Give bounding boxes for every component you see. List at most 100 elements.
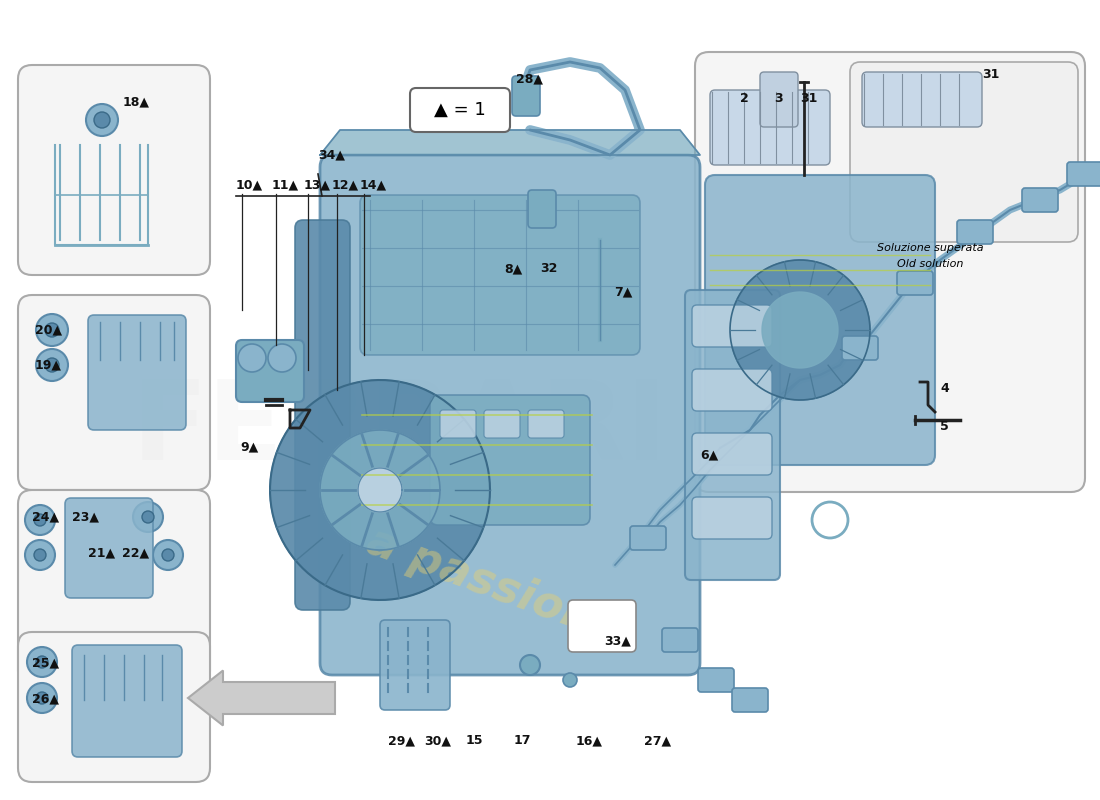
FancyBboxPatch shape (692, 497, 772, 539)
FancyBboxPatch shape (850, 62, 1078, 242)
FancyBboxPatch shape (698, 668, 734, 692)
FancyBboxPatch shape (842, 336, 878, 360)
Circle shape (133, 502, 163, 532)
FancyBboxPatch shape (65, 498, 153, 598)
FancyBboxPatch shape (692, 305, 772, 347)
Circle shape (162, 549, 174, 561)
FancyBboxPatch shape (512, 76, 540, 116)
Circle shape (520, 655, 540, 675)
FancyBboxPatch shape (732, 688, 768, 712)
Text: 17: 17 (514, 734, 531, 747)
FancyBboxPatch shape (88, 315, 186, 430)
FancyBboxPatch shape (18, 490, 210, 685)
Text: 31: 31 (982, 68, 1000, 81)
FancyBboxPatch shape (568, 600, 636, 652)
FancyBboxPatch shape (320, 155, 700, 675)
FancyBboxPatch shape (710, 90, 830, 165)
Text: 14▲: 14▲ (360, 178, 387, 191)
FancyBboxPatch shape (410, 88, 510, 132)
FancyBboxPatch shape (662, 628, 698, 652)
FancyBboxPatch shape (692, 433, 772, 475)
Circle shape (36, 314, 68, 346)
FancyBboxPatch shape (685, 290, 780, 580)
Text: 12▲: 12▲ (332, 178, 359, 191)
Text: 33▲: 33▲ (604, 634, 631, 647)
Text: 13▲: 13▲ (304, 178, 331, 191)
Text: 19▲: 19▲ (35, 358, 62, 371)
FancyBboxPatch shape (18, 632, 210, 782)
FancyBboxPatch shape (236, 340, 304, 402)
Text: 3: 3 (774, 92, 782, 105)
Circle shape (34, 514, 46, 526)
Text: 28▲: 28▲ (516, 72, 543, 85)
Circle shape (142, 511, 154, 523)
FancyBboxPatch shape (360, 195, 640, 355)
Text: 27▲: 27▲ (644, 734, 671, 747)
Text: 21▲: 21▲ (88, 546, 116, 559)
FancyBboxPatch shape (528, 410, 564, 438)
Circle shape (36, 349, 68, 381)
Text: 16▲: 16▲ (576, 734, 603, 747)
Text: FERRARI: FERRARI (132, 377, 668, 483)
Polygon shape (730, 260, 870, 400)
Text: 2: 2 (740, 92, 749, 105)
Circle shape (238, 344, 266, 372)
Circle shape (28, 647, 57, 677)
FancyBboxPatch shape (862, 72, 982, 127)
Text: 5: 5 (940, 420, 948, 433)
FancyBboxPatch shape (695, 52, 1085, 492)
Text: 10▲: 10▲ (236, 178, 263, 191)
FancyBboxPatch shape (18, 295, 210, 490)
Text: 26▲: 26▲ (32, 692, 59, 705)
Text: a passion: a passion (361, 519, 600, 641)
FancyBboxPatch shape (692, 369, 772, 411)
Circle shape (28, 683, 57, 713)
Text: 25▲: 25▲ (32, 656, 59, 669)
Text: 7▲: 7▲ (614, 285, 632, 298)
FancyBboxPatch shape (760, 72, 798, 127)
Circle shape (563, 673, 578, 687)
Text: 24▲: 24▲ (32, 510, 59, 523)
Circle shape (36, 656, 48, 668)
FancyBboxPatch shape (630, 526, 666, 550)
FancyBboxPatch shape (705, 175, 935, 465)
Circle shape (45, 358, 59, 372)
Circle shape (268, 344, 296, 372)
Text: 22▲: 22▲ (122, 546, 150, 559)
FancyBboxPatch shape (1067, 162, 1100, 186)
Circle shape (34, 549, 46, 561)
Text: 31: 31 (800, 92, 817, 105)
FancyBboxPatch shape (528, 190, 556, 228)
Text: 11▲: 11▲ (272, 178, 299, 191)
Circle shape (153, 540, 183, 570)
FancyBboxPatch shape (896, 271, 933, 295)
FancyBboxPatch shape (957, 220, 993, 244)
FancyBboxPatch shape (295, 220, 350, 610)
FancyBboxPatch shape (1022, 188, 1058, 212)
Text: 4: 4 (940, 382, 948, 395)
Polygon shape (271, 380, 490, 600)
Circle shape (94, 112, 110, 128)
Text: 30▲: 30▲ (424, 734, 451, 747)
Text: 23▲: 23▲ (72, 510, 99, 523)
Polygon shape (358, 468, 402, 512)
Text: Old solution: Old solution (896, 259, 964, 269)
Text: 9▲: 9▲ (240, 440, 258, 453)
Circle shape (45, 323, 59, 337)
Polygon shape (320, 130, 700, 155)
FancyBboxPatch shape (18, 65, 210, 275)
Text: 18▲: 18▲ (123, 95, 150, 108)
FancyBboxPatch shape (430, 395, 590, 525)
Circle shape (25, 505, 55, 535)
Polygon shape (762, 292, 838, 368)
Circle shape (36, 692, 48, 704)
Text: 32: 32 (540, 262, 558, 275)
FancyBboxPatch shape (440, 410, 476, 438)
Text: ▲ = 1: ▲ = 1 (434, 101, 486, 119)
Polygon shape (320, 430, 440, 550)
FancyBboxPatch shape (379, 620, 450, 710)
Text: 15: 15 (466, 734, 484, 747)
Circle shape (86, 104, 118, 136)
Text: 34▲: 34▲ (318, 148, 345, 161)
Text: 6▲: 6▲ (700, 448, 718, 461)
